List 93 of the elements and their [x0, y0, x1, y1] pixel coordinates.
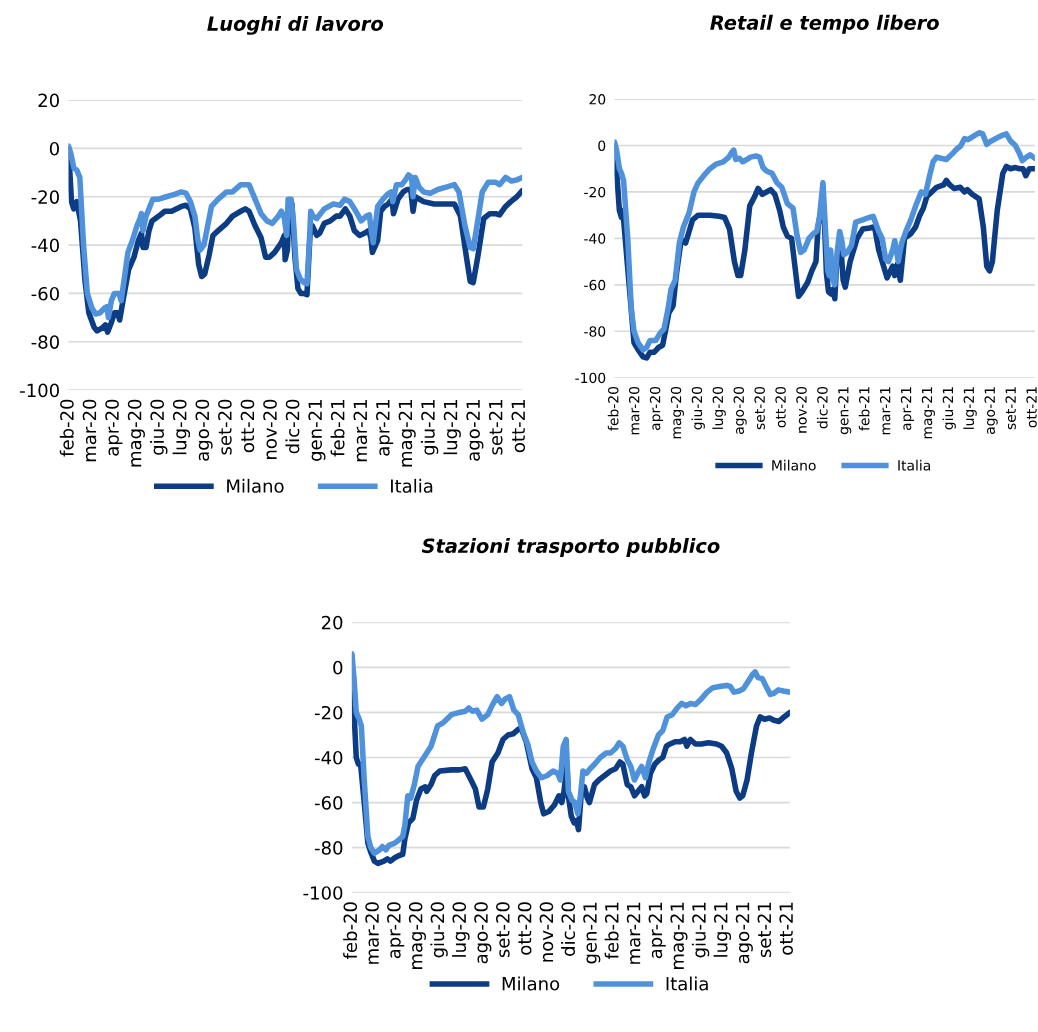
- legend-label: Italia: [898, 459, 930, 471]
- x-tick-label: giu-21: [420, 400, 439, 455]
- chart-title: Retail e tempo libero: [710, 14, 939, 34]
- x-tick-label: apr-20: [649, 386, 664, 431]
- x-tick-label: dic-20: [285, 399, 300, 454]
- x-tick-label: ago-20: [733, 386, 747, 434]
- x-tick-label: lug-20: [712, 386, 726, 429]
- x-tick-label: ago-21: [466, 400, 484, 461]
- x-tick-label: apr-21: [900, 387, 915, 431]
- x-tick-label: ott-21: [511, 400, 526, 453]
- y-tick-label: 20: [321, 615, 343, 630]
- x-tick-label: lug-21: [963, 387, 977, 429]
- x-tick-label: feb-20: [59, 399, 74, 457]
- x-tick-label: ott-20: [517, 902, 532, 955]
- y-tick-label: 0: [49, 141, 59, 156]
- x-tick-label: ago-20: [195, 399, 213, 461]
- x-tick-label: set-21: [1005, 387, 1016, 430]
- x-tick-label: ott-21: [779, 902, 793, 955]
- x-tick-label: ott-21: [1026, 387, 1037, 428]
- y-tick-label: -100: [575, 372, 606, 384]
- x-tick-label: mar-20: [82, 399, 97, 462]
- x-tick-label: set-21: [488, 400, 503, 455]
- x-tick-label: gen-21: [838, 387, 852, 435]
- x-tick-label: mag-20: [127, 399, 145, 467]
- legend-label: Italia: [666, 976, 708, 991]
- x-tick-label: mag-21: [670, 902, 688, 969]
- chart-title: Stazioni trasporto pubblico: [421, 538, 720, 557]
- x-tick-label: lug-20: [172, 399, 191, 455]
- x-tick-label: mag-21: [921, 387, 935, 439]
- x-tick-label: ott-20: [240, 399, 255, 453]
- x-tick-label: mar-21: [626, 902, 641, 964]
- y-tick-label: -80: [31, 335, 59, 349]
- y-tick-label: -20: [31, 190, 59, 204]
- chart-title: Luoghi di lavoro: [207, 15, 384, 35]
- x-tick-label: apr-21: [648, 902, 666, 959]
- y-tick-label: -100: [20, 383, 59, 398]
- x-tick-label: set-20: [496, 902, 510, 958]
- x-tick-label: lug-21: [713, 902, 732, 957]
- y-tick-label: -80: [584, 326, 606, 337]
- x-tick-label: giu-20: [150, 399, 168, 455]
- x-tick-label: ago-21: [984, 387, 998, 434]
- x-tick-label: mar-21: [353, 400, 368, 462]
- y-tick-label: -60: [314, 796, 343, 810]
- legend-label: Milano: [227, 478, 284, 493]
- y-tick-label: -40: [584, 233, 606, 244]
- x-tick-label: feb-21: [604, 902, 619, 960]
- x-tick-label: lug-20: [452, 902, 470, 957]
- x-tick-label: mag-21: [398, 400, 416, 467]
- x-tick-label: feb-20: [343, 902, 358, 960]
- x-tick-label: nov-20: [796, 386, 807, 433]
- y-tick-label: -80: [314, 841, 343, 855]
- x-tick-label: mar-20: [365, 902, 379, 964]
- x-tick-label: giu-21: [691, 902, 710, 958]
- x-tick-label: apr-20: [387, 902, 405, 959]
- y-tick-label: -40: [31, 238, 59, 253]
- x-tick-label: mag-20: [670, 386, 684, 439]
- x-tick-label: gen-21: [308, 400, 326, 461]
- legend-label: Milano: [502, 976, 560, 991]
- x-tick-label: dic-20: [816, 386, 828, 429]
- y-tick-label: 20: [38, 93, 59, 108]
- x-tick-label: lug-21: [443, 400, 461, 455]
- x-tick-label: feb-20: [607, 386, 619, 431]
- legend-label: Italia: [391, 478, 433, 493]
- x-tick-label: feb-21: [858, 387, 870, 431]
- y-tick-label: -60: [31, 286, 59, 301]
- y-tick-label: -40: [314, 750, 343, 765]
- x-tick-label: giu-20: [430, 902, 448, 958]
- x-tick-label: set-20: [218, 399, 232, 455]
- x-tick-label: set-21: [757, 902, 772, 958]
- legend-label: Milano: [772, 459, 816, 471]
- y-tick-label: 0: [598, 140, 606, 151]
- x-tick-label: apr-20: [105, 399, 123, 456]
- x-tick-label: nov-20: [539, 902, 554, 962]
- x-tick-label: nov-20: [263, 399, 277, 459]
- x-tick-label: giu-21: [942, 387, 956, 430]
- y-tick-label: -100: [303, 886, 343, 900]
- x-tick-label: ago-20: [474, 902, 492, 964]
- x-tick-label: set-20: [754, 386, 765, 430]
- y-tick-label: 0: [333, 660, 343, 675]
- x-tick-label: mag-20: [408, 902, 426, 969]
- y-tick-label: 20: [589, 94, 606, 105]
- y-tick-label: -20: [314, 705, 343, 720]
- x-tick-label: feb-21: [330, 400, 345, 457]
- x-tick-label: ago-21: [735, 902, 753, 964]
- x-tick-label: mar-20: [628, 386, 640, 435]
- x-tick-label: giu-20: [691, 386, 705, 430]
- x-tick-label: apr-21: [376, 400, 394, 456]
- x-tick-label: ott-20: [775, 386, 786, 428]
- y-tick-label: -20: [584, 186, 606, 198]
- x-tick-label: gen-21: [583, 902, 601, 964]
- x-tick-label: mar-21: [879, 387, 891, 435]
- x-tick-label: dic-20: [561, 902, 576, 956]
- y-tick-label: -60: [584, 279, 606, 291]
